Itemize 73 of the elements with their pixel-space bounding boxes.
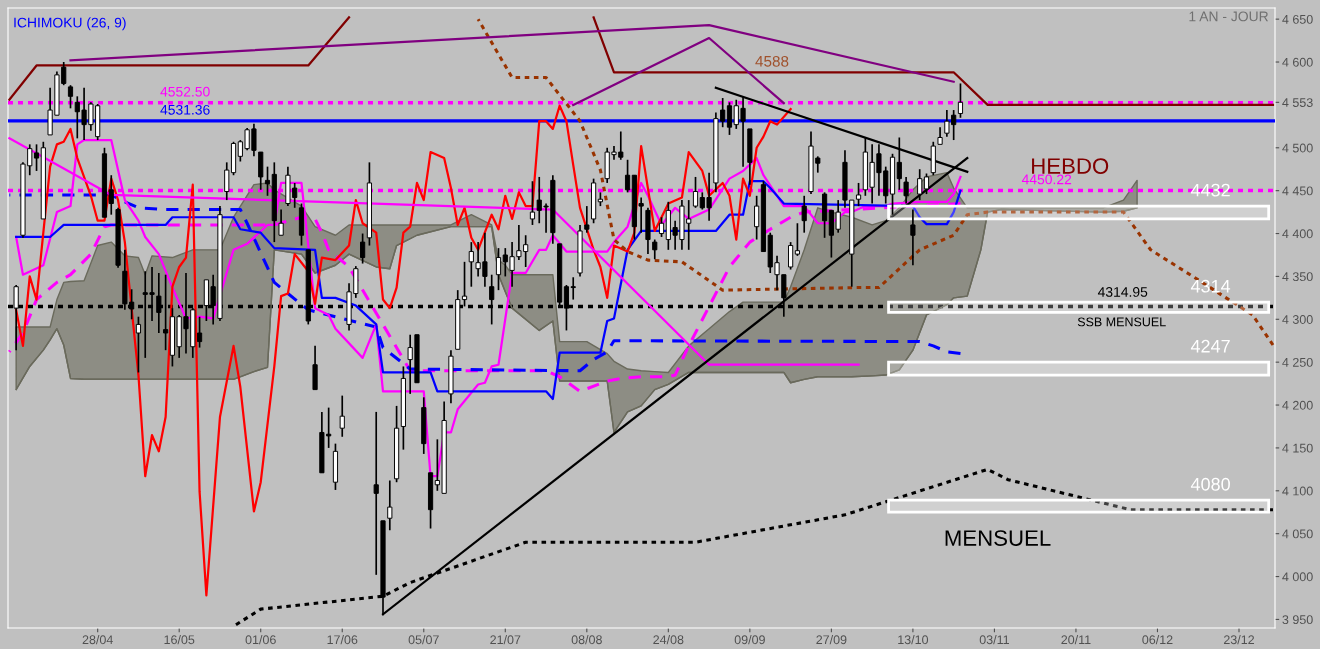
ref-line-label: 4552.50	[160, 86, 210, 97]
candlestick	[387, 479, 393, 532]
candlestick	[658, 216, 665, 238]
x-tick-label: 09/09	[734, 634, 765, 645]
x-tick-label: 06/12	[1142, 634, 1173, 645]
y-tick-label: 4 600	[1282, 57, 1313, 67]
candlestick	[801, 194, 807, 234]
y-tick-label: 4 553	[1282, 98, 1313, 107]
candlestick	[339, 394, 345, 438]
candlestick	[652, 238, 658, 261]
y-tick-label: 4 350	[1282, 272, 1313, 282]
candlestick	[584, 205, 590, 234]
candlestick	[529, 180, 536, 226]
y-tick-label: 4 100	[1282, 486, 1313, 496]
candlestick	[910, 208, 916, 267]
band-label: 4080	[1190, 477, 1230, 491]
annotation: 1 AN - JOUR	[1189, 11, 1269, 22]
candlestick	[468, 241, 474, 288]
candlestick	[624, 158, 631, 194]
annotation: MENSUEL	[945, 530, 1051, 546]
y-tick-label: 4 450	[1282, 186, 1313, 196]
x-tick-label: 23/12	[1223, 634, 1255, 645]
y-tick-label: 4 500	[1282, 143, 1313, 153]
x-tick-label: 17/06	[327, 634, 358, 645]
candlestick	[135, 315, 142, 374]
annotation: HEBDO	[1032, 158, 1109, 174]
annotation: SSB MENSUEL	[1077, 317, 1166, 327]
x-tick-label: 03/11	[979, 634, 1009, 645]
band-label: 4247	[1190, 339, 1230, 353]
band-label: 4432	[1190, 183, 1230, 197]
x-tick-label: 13/10	[898, 634, 929, 645]
ref-line-label: 4450.22	[1021, 174, 1072, 185]
candlestick	[108, 174, 114, 216]
y-tick-label: 4 200	[1282, 400, 1313, 410]
candlestick	[692, 176, 699, 209]
y-tick-label: 4 150	[1282, 443, 1313, 453]
candlestick	[917, 168, 923, 201]
annotation: 4588	[755, 55, 789, 67]
ref-line-label: 4314.95	[1097, 287, 1148, 297]
candlestick	[794, 222, 801, 257]
y-tick-label: 4 000	[1282, 572, 1313, 582]
candlestick	[754, 194, 760, 241]
candlestick	[163, 273, 169, 351]
line-series	[15, 104, 792, 597]
candlestick	[788, 241, 794, 271]
y-tick-label: 4 300	[1282, 315, 1313, 324]
x-tick-label: 08/08	[571, 634, 602, 645]
candlestick	[373, 411, 379, 576]
candlestick	[278, 208, 284, 237]
candlestick	[903, 176, 909, 205]
candlestick	[726, 101, 733, 136]
x-tick-label: 28/04	[82, 634, 113, 645]
candlestick	[33, 143, 40, 172]
x-tick-label: 27/09	[816, 634, 847, 645]
x-tick-label: 20/11	[1061, 634, 1091, 645]
y-tick-label: 4 650	[1282, 14, 1313, 24]
x-tick-label: 05/07	[408, 634, 439, 645]
candlestick	[264, 165, 271, 197]
candlestick	[67, 84, 74, 110]
candlestick	[495, 247, 502, 291]
candlestick	[923, 172, 930, 195]
candlestick	[360, 232, 366, 265]
x-tick-label: 24/08	[653, 634, 684, 645]
annotation: ICHIMOKU (26, 9)	[14, 17, 126, 31]
y-tick-label: 3 950	[1282, 615, 1313, 625]
candlestick	[957, 82, 964, 119]
x-tick-label: 21/07	[490, 634, 521, 645]
x-tick-label: 01/06	[245, 634, 276, 645]
ref-line-label: 4531.36	[160, 104, 210, 115]
y-tick-label: 4 400	[1282, 229, 1313, 239]
y-tick-label: 4 050	[1282, 529, 1313, 539]
x-tick-label: 16/05	[164, 634, 195, 645]
y-tick-label: 4 250	[1282, 357, 1313, 367]
